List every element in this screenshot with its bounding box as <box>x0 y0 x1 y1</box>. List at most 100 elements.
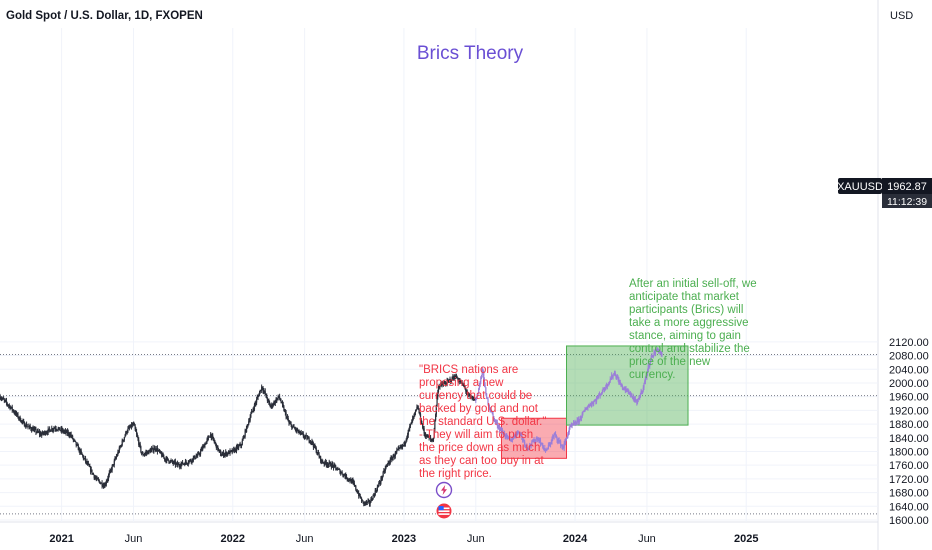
candle-body <box>245 425 248 433</box>
projected-candle-body <box>642 387 644 391</box>
candle-body <box>22 421 24 423</box>
candle-body <box>112 464 114 466</box>
candle-body <box>125 431 128 433</box>
candle-body <box>332 465 335 468</box>
candle-body <box>460 382 463 384</box>
projected-candle-body <box>580 417 582 419</box>
candle-body <box>18 417 20 419</box>
y-tick-label: 1960.00 <box>889 392 929 404</box>
projected-candle-body <box>530 445 532 446</box>
candle-body <box>440 383 442 385</box>
projected-candle-body <box>509 439 511 441</box>
projected-candle-body <box>566 437 568 439</box>
candle-body <box>391 458 393 461</box>
candle-body <box>319 456 322 462</box>
candle-body <box>282 404 284 407</box>
candle-body <box>66 430 68 433</box>
candle-body <box>158 450 160 451</box>
projected-candle-body <box>478 388 480 393</box>
candle-body <box>215 442 217 444</box>
candle-body <box>143 454 145 456</box>
candle-body <box>244 430 246 437</box>
projected-candle-body <box>651 355 653 357</box>
candle-body <box>140 446 142 452</box>
candle-body <box>11 406 13 411</box>
candle-body <box>115 456 118 458</box>
candle-body <box>169 460 171 463</box>
projected-candle-body <box>658 350 660 352</box>
projected-candle-body <box>492 413 494 417</box>
candle-body <box>129 427 131 428</box>
candle-body <box>82 455 84 459</box>
candle-body <box>207 436 210 438</box>
us-flag-icon[interactable] <box>436 503 452 519</box>
projected-candle-body <box>519 434 521 436</box>
candle-body <box>256 397 258 400</box>
candle-body <box>90 469 92 472</box>
candle-body <box>66 430 69 434</box>
candle-body <box>393 455 395 458</box>
candle-body <box>50 430 52 432</box>
projected-candle-body <box>634 398 636 400</box>
candle-body <box>133 423 136 426</box>
candle-body <box>382 472 384 477</box>
candle-body <box>179 466 182 468</box>
projected-candle-body <box>582 411 584 414</box>
candle-body <box>24 426 26 428</box>
projected-candle-body <box>544 448 546 451</box>
candle-body <box>211 435 213 439</box>
projected-candle-body <box>542 446 544 449</box>
projected-candle-body <box>613 372 616 374</box>
projected-candle-body <box>523 439 525 442</box>
y-tick-label: 2120.00 <box>889 337 929 349</box>
candle-body <box>353 481 355 484</box>
candle-body <box>396 449 399 451</box>
candle-body <box>80 450 82 453</box>
candle-body <box>41 431 44 435</box>
candle-body <box>182 463 184 465</box>
candle-body <box>236 446 238 448</box>
candle-body <box>341 472 343 475</box>
candle-body <box>371 499 373 501</box>
countdown-tag: 11:12:39 <box>887 196 927 208</box>
projected-candle-body <box>655 350 657 351</box>
candle-body <box>114 458 116 461</box>
candle-body <box>227 451 230 454</box>
candle-body <box>259 389 261 393</box>
note-green-line: stance, aiming to gain <box>629 330 741 342</box>
candle-body <box>348 478 350 480</box>
projected-candle-body <box>609 379 611 382</box>
candle-body <box>445 384 447 385</box>
candle-body <box>404 441 407 445</box>
candle-body <box>225 452 228 456</box>
candle-body <box>103 485 105 488</box>
candle-body <box>35 428 37 433</box>
candle-body <box>253 409 255 411</box>
candle-body <box>71 435 73 437</box>
candle-body <box>266 394 268 399</box>
candle-body <box>120 445 122 448</box>
candle-body <box>323 462 325 464</box>
candle-body <box>307 437 309 440</box>
bolt-icon[interactable] <box>435 481 453 499</box>
projected-candle-body <box>605 384 607 390</box>
candle-body <box>85 461 87 462</box>
projected-candle-body <box>516 432 518 436</box>
candle-body <box>87 463 90 465</box>
candle-body <box>250 411 253 414</box>
projected-candle-body <box>593 401 595 404</box>
candle-body <box>319 456 321 458</box>
projected-candle-body <box>567 434 569 438</box>
candle-body <box>461 382 463 384</box>
candle-body <box>200 448 202 451</box>
projected-candle-body <box>569 426 571 428</box>
price-tag-bg <box>882 178 932 194</box>
projected-candle-body <box>507 437 509 438</box>
x-tick-label: 2025 <box>734 533 758 545</box>
projected-candle-body <box>503 432 506 436</box>
candle-body <box>281 402 283 403</box>
note-red-line: currency that could be <box>419 390 532 402</box>
candle-body <box>59 427 61 431</box>
candle-body <box>405 439 407 442</box>
candle-body <box>222 452 225 457</box>
